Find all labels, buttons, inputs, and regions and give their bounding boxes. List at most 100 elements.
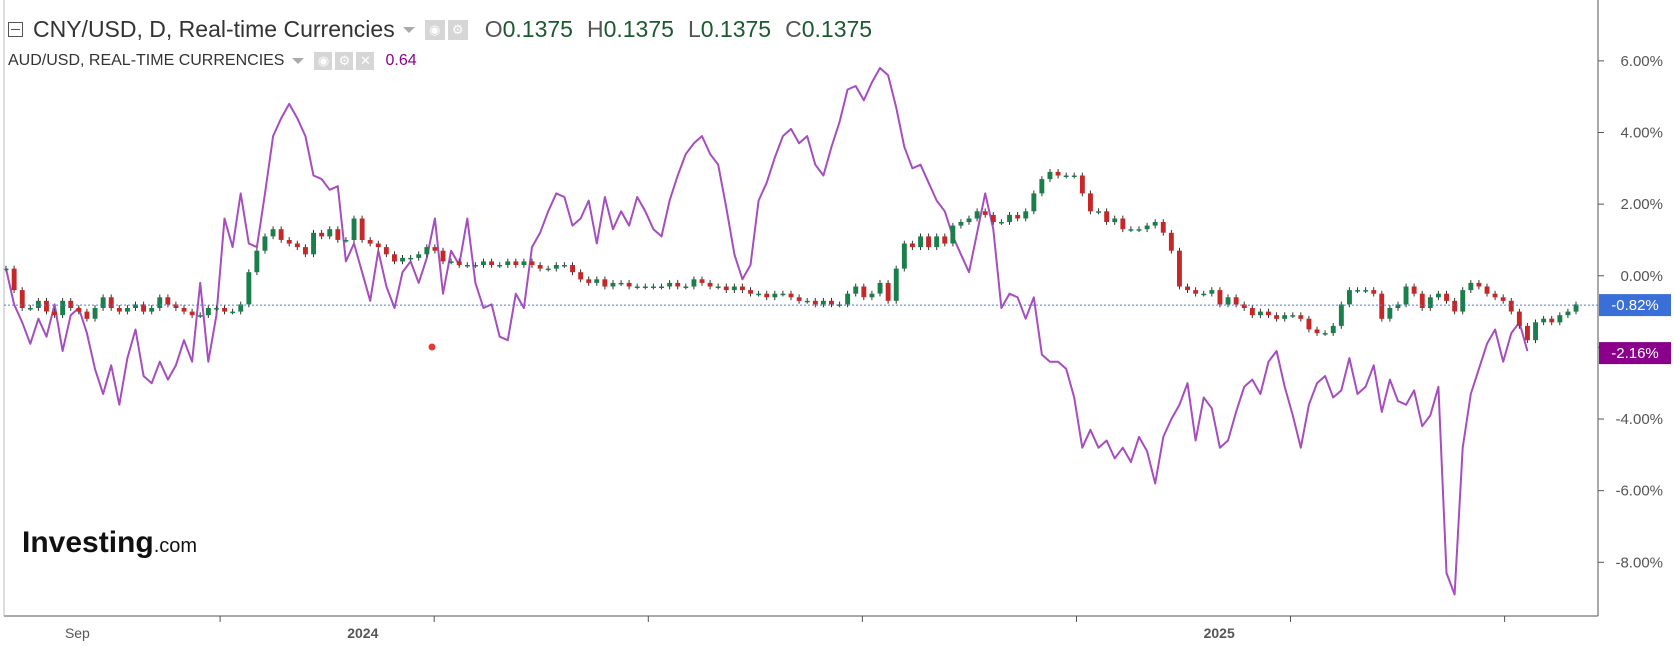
candle [586,279,592,283]
candle [270,229,276,237]
axes [3,0,1599,617]
candle [885,282,891,301]
candle [165,297,171,305]
secondary-series-legend: AUD/USD, REAL-TIME CURRENCIES ◉ ⚙ ✕ 0.64 [8,52,417,70]
eye-icon[interactable]: ◉ [314,52,333,70]
y-tick-label: 2.00% [1620,196,1663,213]
candle [1338,304,1344,326]
candle [1177,250,1182,287]
candle [1185,286,1190,291]
candle [1039,179,1045,194]
candle [861,286,867,298]
candle [731,286,737,291]
candle [707,282,713,287]
candle [1460,290,1466,312]
candle [845,293,851,305]
candle [464,265,470,267]
candle [982,211,988,215]
open-value: 0.1375 [502,16,573,42]
candle [853,286,859,294]
candle [1411,286,1417,294]
candle [481,261,486,265]
candle [780,293,786,296]
investing-logo: Investing.com [22,526,197,560]
candle [60,300,66,316]
candle [1274,315,1279,319]
candle [125,308,130,312]
candle [1104,211,1110,222]
gear-icon[interactable]: ⚙ [335,52,354,70]
candle [383,247,389,255]
candle [505,261,511,265]
candle [400,257,405,262]
candle [748,290,753,294]
candle [1266,311,1271,316]
candle [27,308,33,310]
close-icon[interactable]: ✕ [356,52,375,70]
candle [1193,290,1199,294]
candle [910,243,915,248]
candle [1500,297,1506,301]
candle [286,240,292,244]
candle [432,247,438,251]
candle [1152,222,1158,226]
candle [764,293,770,298]
candle [918,236,923,248]
x-tick-label: 2025 [1204,625,1235,641]
candle [626,282,632,287]
candle [343,240,349,242]
candle [1282,315,1288,319]
candle [1249,308,1255,316]
candle [1395,304,1401,308]
candle [181,308,187,312]
candle [553,265,559,269]
candle [238,304,244,312]
candle [594,279,600,283]
candle [327,229,333,237]
event-marker[interactable] [428,343,436,351]
candle [570,265,575,273]
candle [205,308,211,316]
candle [392,254,397,262]
candle [578,272,584,280]
candle [804,300,810,303]
gear-icon[interactable]: ⚙ [447,19,468,40]
candle [772,293,778,298]
aud-usd-current-badge-label: -2.16% [1611,345,1659,362]
candle [1298,315,1304,319]
candle [473,265,478,267]
candle [1573,304,1579,312]
candle [230,311,236,314]
candle [1112,218,1118,223]
candle [545,268,551,271]
candle [1379,293,1385,319]
candle [634,286,640,288]
candle [610,282,616,287]
candle [424,247,430,255]
candle [1525,325,1530,341]
dropdown-icon[interactable] [402,26,415,33]
main-series-title[interactable]: CNY/USD, D, Real-time Currencies [33,16,395,42]
candle [1347,290,1352,305]
eye-icon[interactable]: ◉ [424,19,445,40]
aud-usd-current-badge [1599,342,1671,365]
candle [1403,286,1409,305]
aud-usd-line [5,67,1529,596]
y-tick-label: 0.00% [1620,268,1663,285]
ohlc-close: C0.1375 [785,16,872,43]
candle [278,229,284,240]
dropdown-icon[interactable] [292,58,305,64]
close-value: 0.1375 [801,16,873,42]
candle [529,261,535,265]
candle [1541,318,1547,323]
candle [456,261,462,265]
candle [618,282,624,285]
candle [92,308,98,319]
candle [1160,222,1166,233]
candle [1549,318,1555,323]
candle [149,308,155,312]
secondary-series-title[interactable]: AUD/USD, REAL-TIME CURRENCIES [8,52,285,69]
collapse-icon[interactable] [8,22,23,37]
candle [44,300,49,312]
